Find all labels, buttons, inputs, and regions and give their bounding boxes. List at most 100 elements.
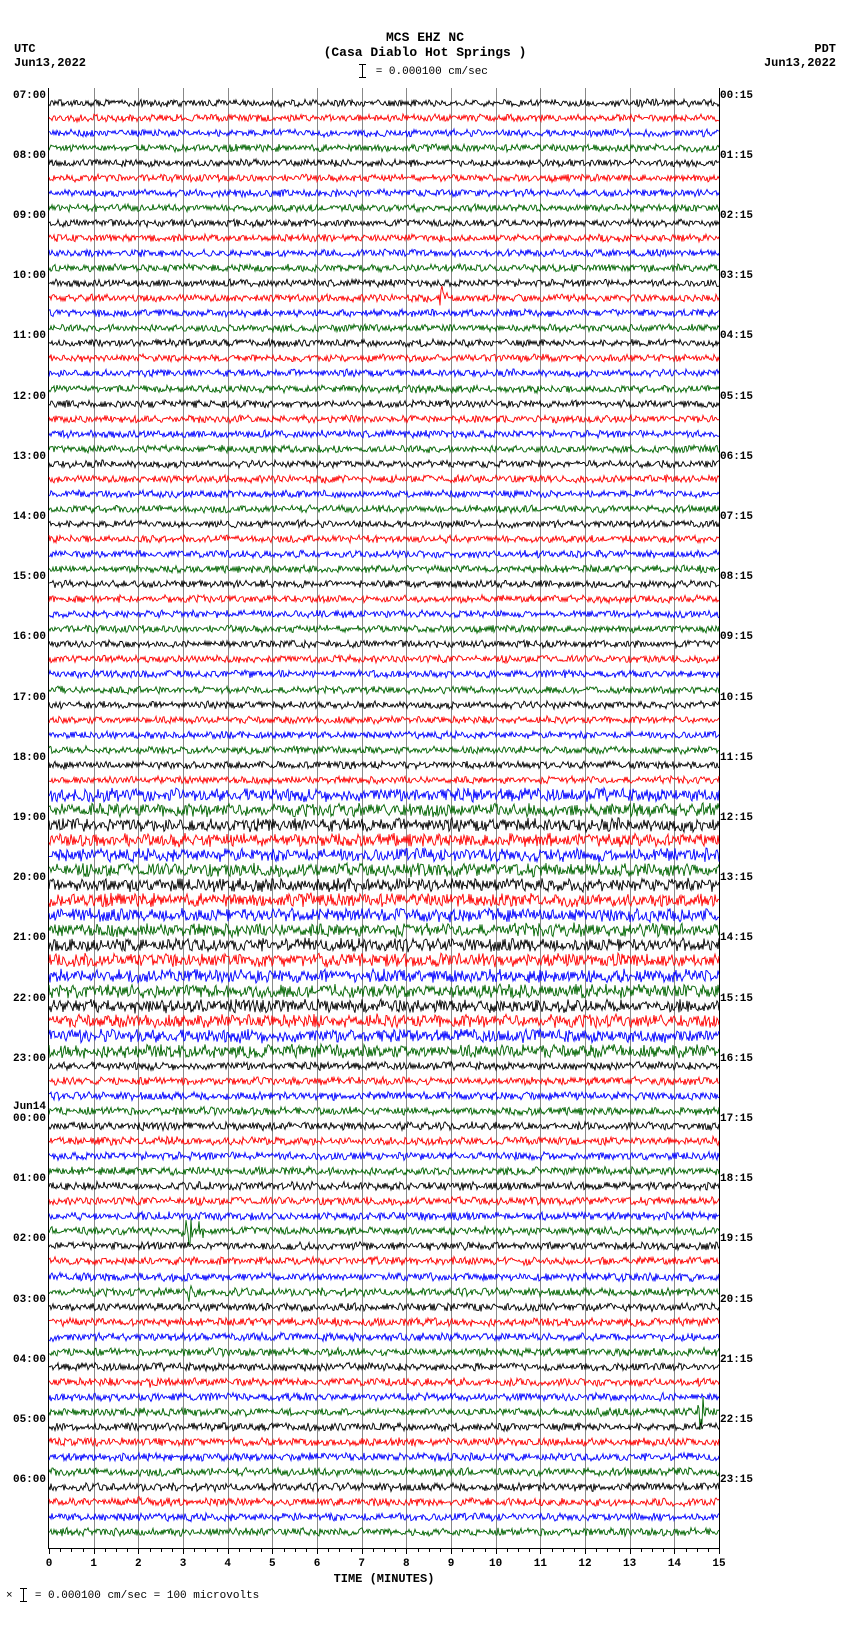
x-tick bbox=[406, 1548, 407, 1554]
footer-scale-text: = 0.000100 cm/sec = 100 microvolts bbox=[35, 1590, 259, 1602]
x-tick bbox=[49, 1548, 50, 1554]
left-time-label: 04:00 bbox=[13, 1354, 46, 1366]
x-tick-label: 13 bbox=[623, 1558, 636, 1570]
right-time-label: 14:15 bbox=[720, 932, 753, 944]
x-minor-tick bbox=[250, 1548, 251, 1552]
left-time-label: 12:00 bbox=[13, 391, 46, 403]
x-tick-label: 11 bbox=[534, 1558, 547, 1570]
x-tick-label: 12 bbox=[578, 1558, 591, 1570]
x-tick bbox=[228, 1548, 229, 1554]
x-minor-tick bbox=[607, 1548, 608, 1552]
right-time-label: 03:15 bbox=[720, 270, 753, 282]
x-minor-tick bbox=[440, 1548, 441, 1552]
x-minor-tick bbox=[261, 1548, 262, 1552]
x-tick bbox=[272, 1548, 273, 1554]
left-time-label: 15:00 bbox=[13, 571, 46, 583]
x-tick bbox=[183, 1548, 184, 1554]
left-time-label: 13:00 bbox=[13, 451, 46, 463]
x-tick bbox=[451, 1548, 452, 1554]
footer-text: × = 0.000100 cm/sec = 100 microvolts bbox=[6, 1588, 259, 1602]
right-time-label: 02:15 bbox=[720, 210, 753, 222]
x-minor-tick bbox=[507, 1548, 508, 1552]
x-minor-tick bbox=[373, 1548, 374, 1552]
x-minor-tick bbox=[552, 1548, 553, 1552]
x-tick bbox=[540, 1548, 541, 1554]
x-tick-label: 3 bbox=[180, 1558, 187, 1570]
left-time-label: 14:00 bbox=[13, 511, 46, 523]
date-right-label: Jun13,2022 bbox=[764, 56, 836, 70]
right-time-label: 11:15 bbox=[720, 752, 753, 764]
x-tick-label: 6 bbox=[314, 1558, 321, 1570]
x-tick bbox=[585, 1548, 586, 1554]
right-time-label: 16:15 bbox=[720, 1053, 753, 1065]
left-time-label: 00:00 bbox=[13, 1113, 46, 1125]
right-time-label: 01:15 bbox=[720, 150, 753, 162]
x-minor-tick bbox=[563, 1548, 564, 1552]
left-time-label: 05:00 bbox=[13, 1414, 46, 1426]
left-time-label: 10:00 bbox=[13, 270, 46, 282]
x-tick-label: 10 bbox=[489, 1558, 502, 1570]
left-time-label: 03:00 bbox=[13, 1294, 46, 1306]
right-time-label: 09:15 bbox=[720, 631, 753, 643]
x-tick-label: 15 bbox=[712, 1558, 725, 1570]
right-time-label: 20:15 bbox=[720, 1294, 753, 1306]
x-minor-tick bbox=[395, 1548, 396, 1552]
chart-footer: × = 0.000100 cm/sec = 100 microvolts bbox=[0, 1570, 850, 1630]
header-center-block: MCS EHZ NC (Casa Diablo Hot Springs ) bbox=[0, 30, 850, 60]
footer-bar-icon bbox=[23, 1588, 24, 1602]
x-minor-tick bbox=[127, 1548, 128, 1552]
right-time-label: 12:15 bbox=[720, 812, 753, 824]
x-minor-tick bbox=[697, 1548, 698, 1552]
x-minor-tick bbox=[418, 1548, 419, 1552]
left-time-label: 19:00 bbox=[13, 812, 46, 824]
x-tick-label: 7 bbox=[358, 1558, 365, 1570]
footer-prefix: × bbox=[6, 1590, 13, 1602]
location-label: (Casa Diablo Hot Springs ) bbox=[0, 45, 850, 60]
x-minor-tick bbox=[485, 1548, 486, 1552]
right-time-label: 08:15 bbox=[720, 571, 753, 583]
left-time-label: 23:00 bbox=[13, 1053, 46, 1065]
trace-waveform bbox=[49, 1518, 719, 1546]
x-minor-tick bbox=[60, 1548, 61, 1552]
x-tick-label: 2 bbox=[135, 1558, 142, 1570]
right-time-label: 06:15 bbox=[720, 451, 753, 463]
scale-bar-icon bbox=[362, 64, 363, 78]
left-time-label: 01:00 bbox=[13, 1173, 46, 1185]
x-minor-tick bbox=[116, 1548, 117, 1552]
x-tick-label: 9 bbox=[448, 1558, 455, 1570]
left-time-label: 16:00 bbox=[13, 631, 46, 643]
tz-right-label: PDT bbox=[764, 42, 836, 56]
right-time-label: 23:15 bbox=[720, 1474, 753, 1486]
x-minor-tick bbox=[295, 1548, 296, 1552]
x-minor-tick bbox=[83, 1548, 84, 1552]
header-right-block: PDT Jun13,2022 bbox=[764, 42, 836, 70]
left-time-label: 02:00 bbox=[13, 1233, 46, 1245]
right-time-label: 07:15 bbox=[720, 511, 753, 523]
x-minor-tick bbox=[161, 1548, 162, 1552]
x-minor-tick bbox=[652, 1548, 653, 1552]
x-tick-label: 8 bbox=[403, 1558, 410, 1570]
x-minor-tick bbox=[351, 1548, 352, 1552]
right-time-label: 15:15 bbox=[720, 993, 753, 1005]
x-minor-tick bbox=[150, 1548, 151, 1552]
x-minor-tick bbox=[339, 1548, 340, 1552]
left-date-label: Jun14 bbox=[13, 1101, 46, 1113]
right-time-label: 10:15 bbox=[720, 692, 753, 704]
x-minor-tick bbox=[205, 1548, 206, 1552]
x-minor-tick bbox=[306, 1548, 307, 1552]
left-time-label: 20:00 bbox=[13, 872, 46, 884]
x-tick bbox=[362, 1548, 363, 1554]
left-time-label: 06:00 bbox=[13, 1474, 46, 1486]
chart-header: UTC Jun13,2022 MCS EHZ NC (Casa Diablo H… bbox=[0, 0, 850, 80]
x-tick-label: 5 bbox=[269, 1558, 276, 1570]
x-tick bbox=[496, 1548, 497, 1554]
left-time-label: 17:00 bbox=[13, 692, 46, 704]
right-time-label: 17:15 bbox=[720, 1113, 753, 1125]
x-tick-label: 0 bbox=[46, 1558, 53, 1570]
x-tick bbox=[94, 1548, 95, 1554]
right-time-label: 05:15 bbox=[720, 391, 753, 403]
x-tick-label: 4 bbox=[224, 1558, 231, 1570]
x-minor-tick bbox=[641, 1548, 642, 1552]
scale-indicator: = 0.000100 cm/sec bbox=[0, 64, 850, 78]
left-time-label: 11:00 bbox=[13, 330, 46, 342]
